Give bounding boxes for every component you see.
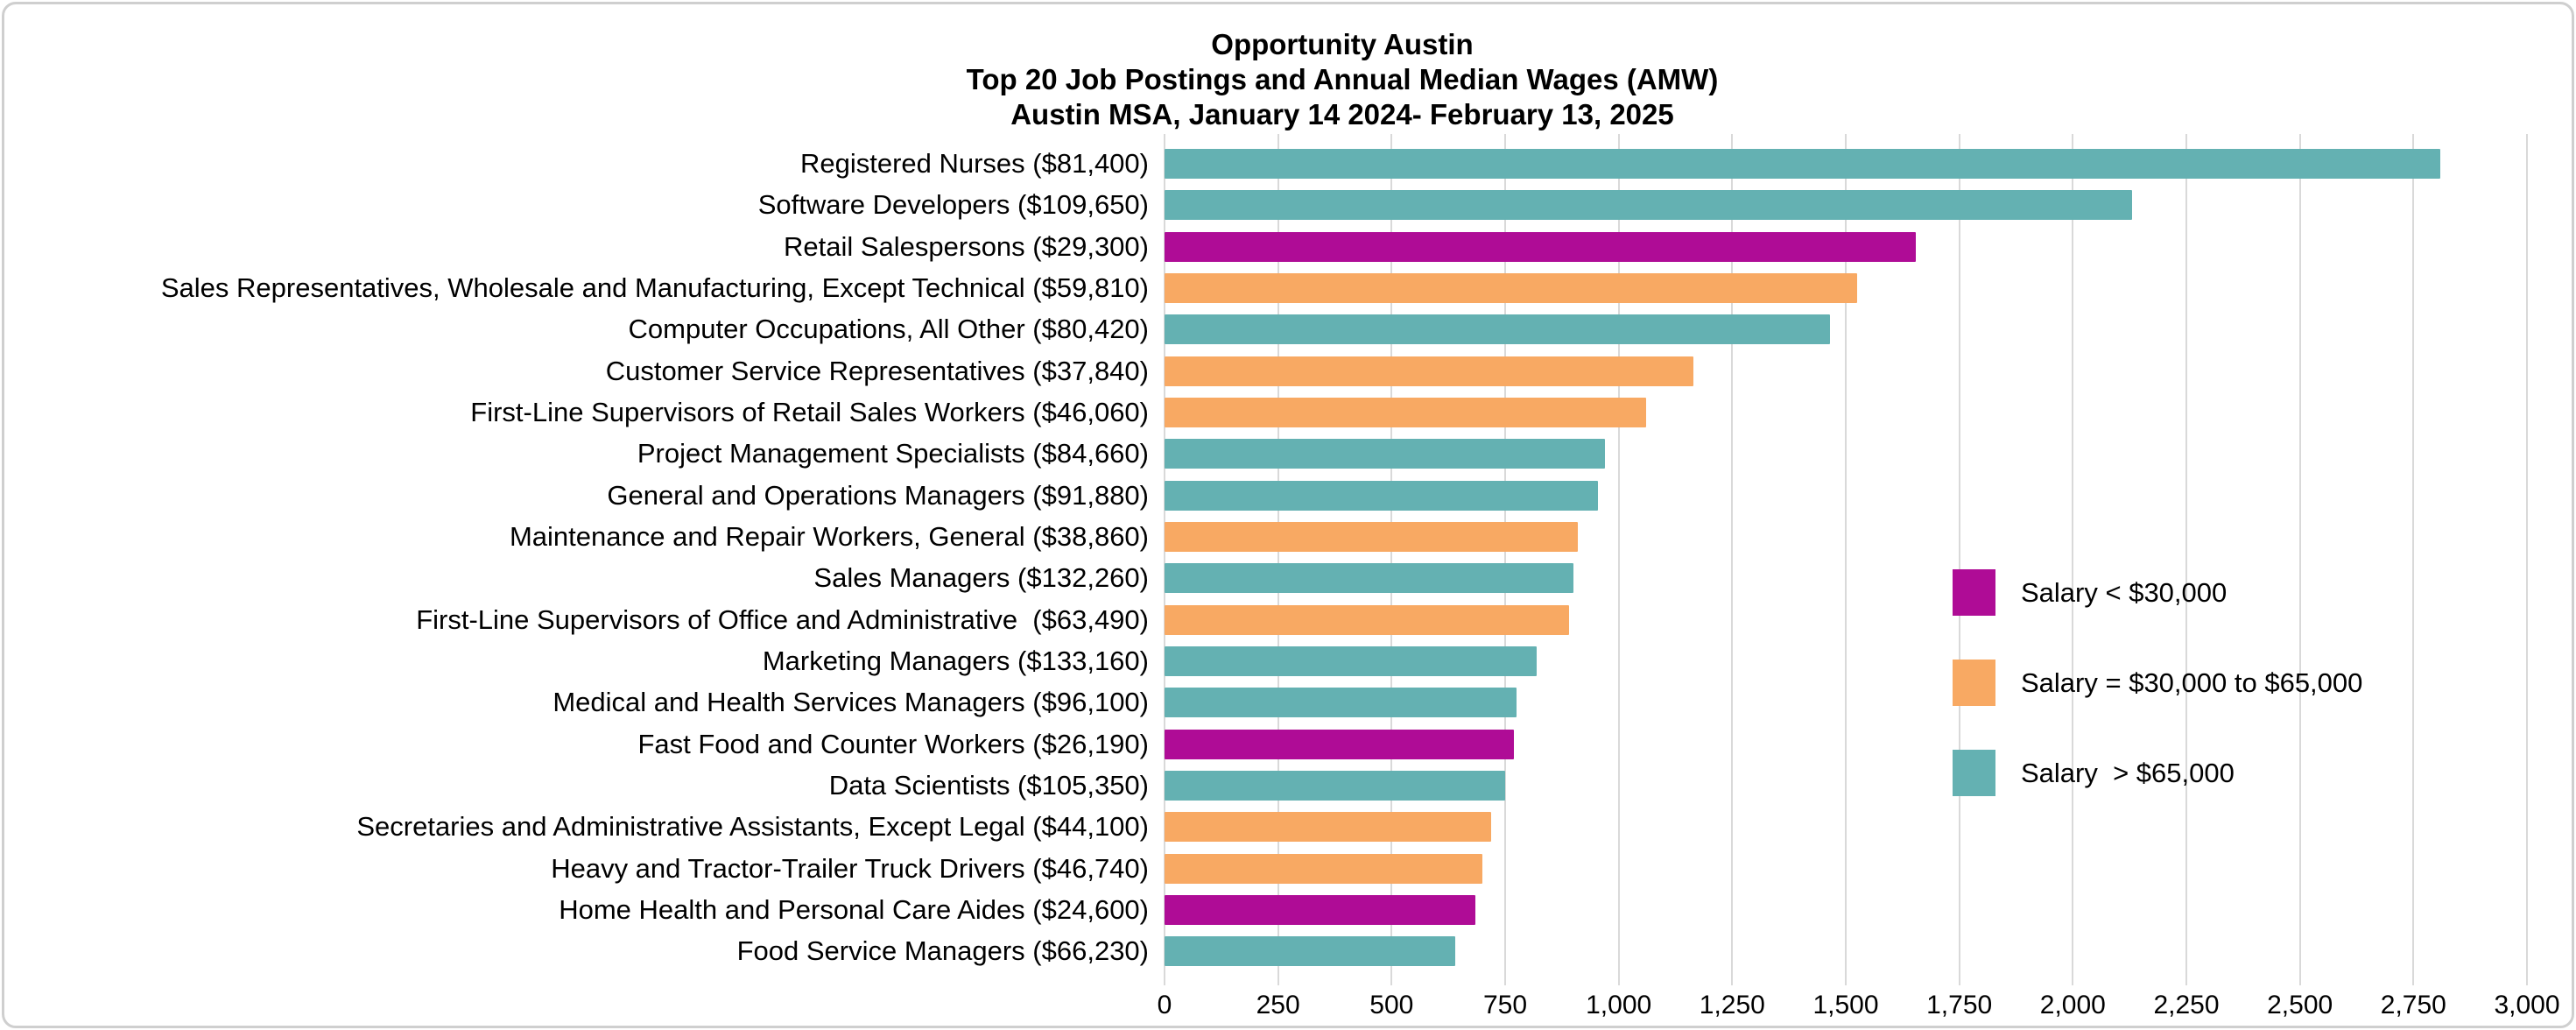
category-label-16: Data Scientists ($105,350) (828, 769, 1149, 801)
x-tick-label-1,250: 1,250 (1699, 991, 1765, 1019)
x-tick-label-2,000: 2,000 (2039, 991, 2106, 1019)
chart-title: Opportunity Austin Top 20 Job Postings a… (967, 27, 1719, 132)
bar-18 (1165, 853, 1483, 884)
legend-item-orange: Salary = $30,000 to $65,000 (1953, 660, 2443, 706)
bar-9 (1165, 480, 1599, 511)
legend-item-teal: Salary > $65,000 (1953, 750, 2443, 796)
x-tick-label-3,000: 3,000 (2494, 991, 2560, 1019)
bar-14 (1165, 688, 1517, 718)
gridline-750 (1504, 134, 1506, 985)
gridline-250 (1277, 134, 1279, 985)
category-label-17: Secretaries and Administrative Assistant… (356, 811, 1149, 843)
bar-11 (1165, 563, 1573, 594)
gridline-1500 (1845, 134, 1847, 985)
title-line-2: Top 20 Job Postings and Annual Median Wa… (966, 63, 1719, 95)
x-tick-label-500: 500 (1369, 991, 1414, 1019)
category-label-19: Home Health and Personal Care Aides ($24… (559, 893, 1149, 925)
gridline-500 (1390, 134, 1393, 985)
gridline-1250 (1731, 134, 1734, 985)
category-label-5: Computer Occupations, All Other ($80,420… (628, 314, 1149, 345)
x-tick-label-2,250: 2,250 (2153, 991, 2220, 1019)
bar-10 (1165, 521, 1578, 552)
title-line-1: Opportunity Austin (1211, 28, 1474, 60)
x-tick-label-1,750: 1,750 (1926, 991, 1993, 1019)
x-tick-label-2,500: 2,500 (2267, 991, 2333, 1019)
gridline-3000 (2526, 134, 2528, 985)
category-label-8: Project Management Specialists ($84,660) (637, 438, 1149, 469)
gridline-1000 (1617, 134, 1620, 985)
bar-13 (1165, 646, 1538, 676)
x-tick-label-250: 250 (1256, 991, 1300, 1019)
title-line-3: Austin MSA, January 14 2024- February 13… (1010, 98, 1674, 131)
bar-8 (1165, 439, 1606, 469)
legend-item-magenta: Salary < $30,000 (1953, 569, 2443, 616)
x-tick-label-1,000: 1,000 (1586, 991, 1652, 1019)
bar-19 (1165, 894, 1476, 925)
category-label-14: Medical and Health Services Managers ($9… (553, 687, 1149, 718)
x-tick-label-750: 750 (1482, 991, 1528, 1019)
bar-4 (1165, 272, 1857, 303)
category-label-3: Retail Salespersons ($29,300) (783, 230, 1149, 262)
bar-17 (1165, 812, 1492, 843)
gridline-2250 (2185, 134, 2187, 985)
legend-swatch-teal (1953, 750, 1995, 796)
gridline-2750 (2412, 134, 2415, 985)
bar-2 (1165, 190, 2132, 221)
bar-16 (1165, 770, 1505, 801)
gridline-0 (1164, 134, 1165, 985)
category-label-7: First-Line Supervisors of Retail Sales W… (470, 396, 1149, 427)
category-label-2: Software Developers ($109,650) (757, 189, 1149, 221)
legend-swatch-orange (1953, 660, 1995, 706)
category-label-4: Sales Representatives, Wholesale and Man… (160, 272, 1149, 303)
legend-label-teal: Salary > $65,000 (2021, 757, 2235, 788)
bar-6 (1165, 356, 1694, 386)
x-tick-label-1,500: 1,500 (1812, 991, 1879, 1019)
category-label-9: General and Operations Managers ($91,880… (607, 479, 1149, 511)
category-label-1: Registered Nurses ($81,400) (799, 148, 1149, 179)
category-label-20: Food Service Managers ($66,230) (736, 935, 1149, 967)
bar-3 (1165, 231, 1917, 262)
x-tick-label-0: 0 (1157, 991, 1172, 1019)
gridline-1750 (1958, 134, 1960, 985)
gridline-2500 (2298, 134, 2301, 985)
category-label-10: Maintenance and Repair Workers, General … (509, 520, 1149, 552)
category-label-13: Marketing Managers ($133,160) (762, 645, 1149, 676)
legend-label-orange: Salary = $30,000 to $65,000 (2021, 667, 2363, 698)
x-tick-label-2,750: 2,750 (2380, 991, 2446, 1019)
bar-15 (1165, 729, 1515, 759)
category-label-15: Fast Food and Counter Workers ($26,190) (637, 728, 1149, 759)
gridline-2000 (2072, 134, 2074, 985)
bar-5 (1165, 314, 1830, 345)
bar-1 (1165, 149, 2441, 179)
bar-20 (1165, 936, 1455, 967)
category-label-18: Heavy and Tractor-Trailer Truck Drivers … (551, 852, 1149, 884)
legend-swatch-magenta (1953, 569, 1995, 616)
category-label-12: First-Line Supervisors of Office and Adm… (416, 603, 1149, 635)
bar-7 (1165, 397, 1646, 427)
category-label-6: Customer Service Representatives ($37,84… (605, 355, 1149, 386)
bar-12 (1165, 604, 1569, 635)
category-label-11: Sales Managers ($132,260) (813, 562, 1149, 594)
legend-label-magenta: Salary < $30,000 (2021, 576, 2228, 608)
